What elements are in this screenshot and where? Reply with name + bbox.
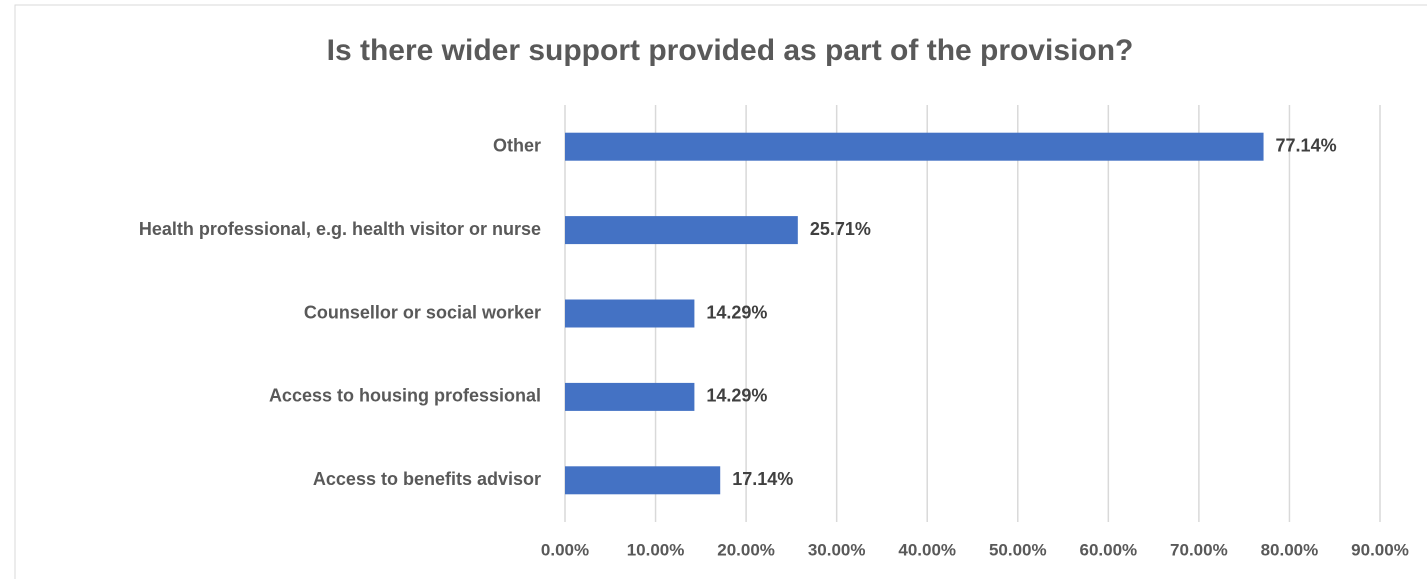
value-label: 14.29% [706, 302, 767, 322]
category-label: Access to benefits advisor [313, 469, 541, 489]
x-tick-label: 20.00% [717, 540, 775, 559]
bar [565, 466, 721, 495]
value-label: 14.29% [706, 386, 767, 406]
category-label: Other [493, 135, 541, 155]
x-tick-label: 90.00% [1351, 540, 1409, 559]
chart-frame [14, 4, 1427, 579]
value-label: 77.14% [1276, 135, 1337, 155]
x-tick-label: 40.00% [898, 540, 956, 559]
x-tick-label: 60.00% [1079, 540, 1137, 559]
x-tick-label: 10.00% [627, 540, 685, 559]
category-label: Access to housing professional [269, 386, 541, 406]
value-label: 17.14% [732, 469, 793, 489]
x-tick-label: 80.00% [1261, 540, 1319, 559]
x-tick-label: 50.00% [989, 540, 1047, 559]
bar [565, 382, 695, 411]
category-label: Counsellor or social worker [304, 302, 541, 322]
value-label: 25.71% [810, 219, 871, 239]
chart-title: Is there wider support provided as part … [327, 34, 1134, 67]
x-tick-label: 0.00% [541, 540, 589, 559]
x-tick-label: 30.00% [808, 540, 866, 559]
bar [565, 216, 798, 245]
bar [565, 299, 695, 328]
bar [565, 132, 1264, 161]
x-tick-label: 70.00% [1170, 540, 1228, 559]
category-label: Health professional, e.g. health visitor… [139, 219, 541, 239]
